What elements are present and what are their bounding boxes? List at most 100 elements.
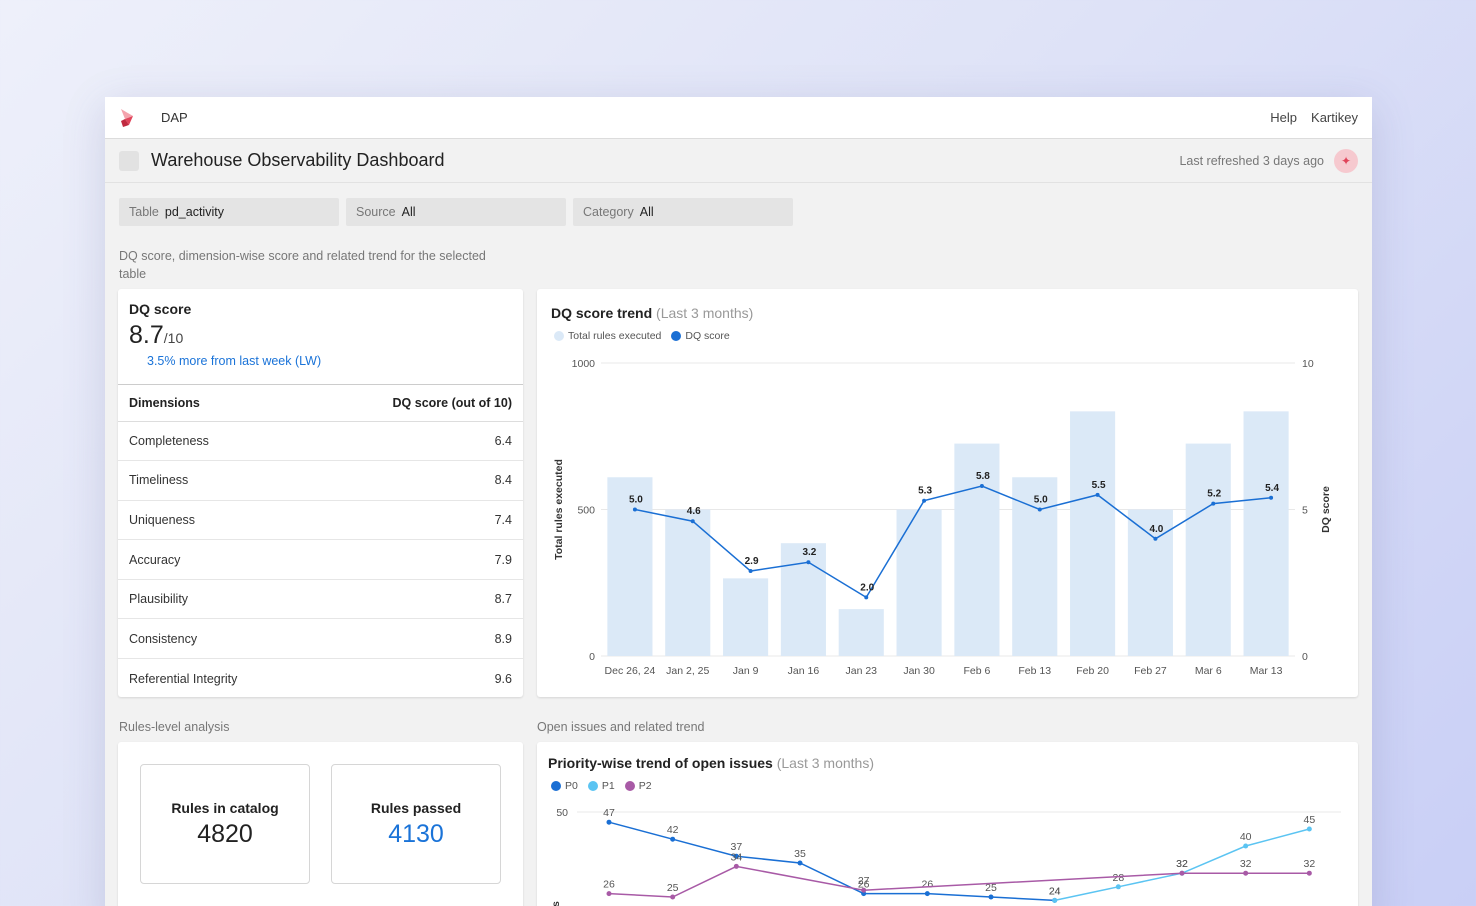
- series-line-p2: [608, 865, 1310, 898]
- dimension-score: 6.4: [312, 421, 523, 462]
- series-point-p0: [670, 836, 676, 842]
- data-label: 47: [603, 807, 615, 819]
- dq-score-value: 8.7/10: [129, 321, 512, 350]
- rules-in-catalog-tile[interactable]: Rules in catalog 4820: [140, 764, 310, 884]
- filter-value: All: [639, 205, 654, 219]
- dq-score-line: [634, 485, 1272, 599]
- dq-score-point: [1211, 501, 1216, 506]
- series-point-p0: [797, 860, 803, 866]
- chart-title-text: DQ score trend: [551, 305, 653, 321]
- table-row[interactable]: Accuracy 7.9: [118, 539, 523, 580]
- source-filter[interactable]: Source All: [346, 198, 566, 226]
- x-tick-label: Mar 6: [1195, 665, 1222, 677]
- x-tick-label: Feb 6: [963, 665, 990, 677]
- page-title: Warehouse Observability Dashboard: [151, 150, 445, 170]
- legend-swatch: [671, 331, 682, 341]
- open-issues-chart: 50es474237352626252424283240452625342732…: [550, 807, 1341, 906]
- dap-logo-icon[interactable]: [119, 107, 137, 129]
- table-row[interactable]: Plausibility 8.7: [118, 579, 523, 620]
- series-point-p2: [861, 887, 867, 893]
- data-label: 32: [1176, 858, 1188, 870]
- bar-total-rules: [1127, 509, 1173, 656]
- table-row[interactable]: Timeliness 8.4: [118, 460, 523, 501]
- data-label: 5.0: [629, 495, 643, 506]
- chart-title: DQ score trend (Last 3 months): [551, 305, 753, 321]
- dimension-score: 8.9: [312, 618, 523, 660]
- x-tick-label: Jan 2, 25: [666, 665, 709, 677]
- app-name[interactable]: DAP: [161, 110, 188, 125]
- data-label: 34: [730, 851, 742, 863]
- chart-title-text: Priority-wise trend of open issues: [548, 755, 773, 771]
- series-point-p2: [733, 863, 739, 869]
- legend-item-p2[interactable]: P2: [624, 780, 652, 792]
- dimension-score: 9.6: [494, 671, 512, 686]
- dimension-name: Accuracy: [118, 539, 313, 580]
- dq-score-point: [1037, 507, 1042, 512]
- legend-swatch: [551, 781, 561, 791]
- legend-item-p0[interactable]: P0: [551, 780, 578, 792]
- dq-score-point: [864, 595, 869, 600]
- filter-label: Source: [356, 205, 396, 219]
- data-label: 32: [1303, 858, 1315, 870]
- data-label: 42: [667, 824, 679, 836]
- dq-score-point: [979, 484, 984, 489]
- bar-total-rules: [1243, 411, 1289, 656]
- legend-label: P0: [565, 780, 578, 792]
- chart-subtitle: (Last 3 months): [776, 755, 874, 771]
- table-row[interactable]: Consistency 8.9: [118, 618, 523, 660]
- data-label: 35: [794, 848, 806, 860]
- y2-tick-label: 5: [1302, 505, 1308, 517]
- series-point-p2: [1243, 870, 1249, 876]
- rules-passed-tile[interactable]: Rules passed 4130: [331, 764, 501, 884]
- dq-score-point: [748, 569, 753, 574]
- bar-total-rules: [954, 443, 1000, 656]
- legend-item-dq-score[interactable]: DQ score: [671, 330, 730, 342]
- issues-section-description: Open issues and related trend: [537, 720, 705, 734]
- data-label: 25: [667, 882, 679, 894]
- legend-item-total-rules[interactable]: Total rules executed: [554, 330, 661, 342]
- chart-subtitle: (Last 3 months): [656, 305, 754, 321]
- series-point-p0: [988, 894, 994, 900]
- sparkle-icon: ✦: [1340, 153, 1352, 168]
- table-row[interactable]: Uniqueness 7.4: [118, 500, 523, 541]
- table-row[interactable]: Referential Integrity 9.6: [118, 659, 523, 699]
- y-tick-label: 50: [556, 807, 568, 819]
- data-label: 26: [603, 879, 615, 891]
- dimension-name: Plausibility: [118, 579, 313, 620]
- dq-score-point: [1269, 495, 1274, 500]
- y-axis-title: Total rules executed: [553, 459, 565, 560]
- data-label: 26: [921, 879, 933, 891]
- y-axis-title: es: [550, 901, 562, 906]
- dq-score-point: [632, 507, 637, 512]
- dq-score-point: [1153, 536, 1158, 541]
- data-label: 3.2: [802, 547, 816, 558]
- ai-assist-button[interactable]: ✦: [1334, 148, 1358, 173]
- table-filter[interactable]: Table pd_activity: [119, 198, 339, 226]
- user-menu[interactable]: Kartikey: [1311, 110, 1358, 125]
- dashboard-icon: [119, 150, 139, 171]
- x-tick-label: Feb 27: [1134, 665, 1167, 677]
- dimension-name: Uniqueness: [118, 500, 313, 541]
- category-filter[interactable]: Category All: [573, 198, 793, 226]
- table-row[interactable]: Completeness 6.4: [118, 421, 523, 462]
- series-point-p0: [924, 891, 930, 897]
- legend-item-p1[interactable]: P1: [587, 780, 615, 792]
- dimension-name: Timeliness: [118, 460, 313, 501]
- chart-legend: P0 P1 P2: [551, 780, 652, 792]
- rules-analysis-card: Rules in catalog 4820 Rules passed 4130: [118, 742, 523, 906]
- dq-score-point: [690, 519, 695, 524]
- legend-label: P1: [601, 780, 615, 792]
- x-tick-label: Dec 26, 24: [605, 665, 656, 677]
- help-link[interactable]: Help: [1270, 110, 1298, 125]
- bar-total-rules: [665, 509, 711, 656]
- data-label: 4.0: [1149, 524, 1163, 535]
- stat-label: Rules in catalog: [171, 799, 279, 816]
- bar-total-rules: [723, 578, 769, 656]
- data-label: 2.9: [745, 556, 759, 567]
- series-line-p0: [608, 821, 1055, 902]
- x-tick-label: Feb 20: [1076, 665, 1109, 677]
- data-label: 37: [730, 841, 742, 853]
- data-label: 28: [1112, 872, 1124, 884]
- legend-swatch: [587, 781, 598, 791]
- dq-score-number: 8.7: [129, 321, 164, 349]
